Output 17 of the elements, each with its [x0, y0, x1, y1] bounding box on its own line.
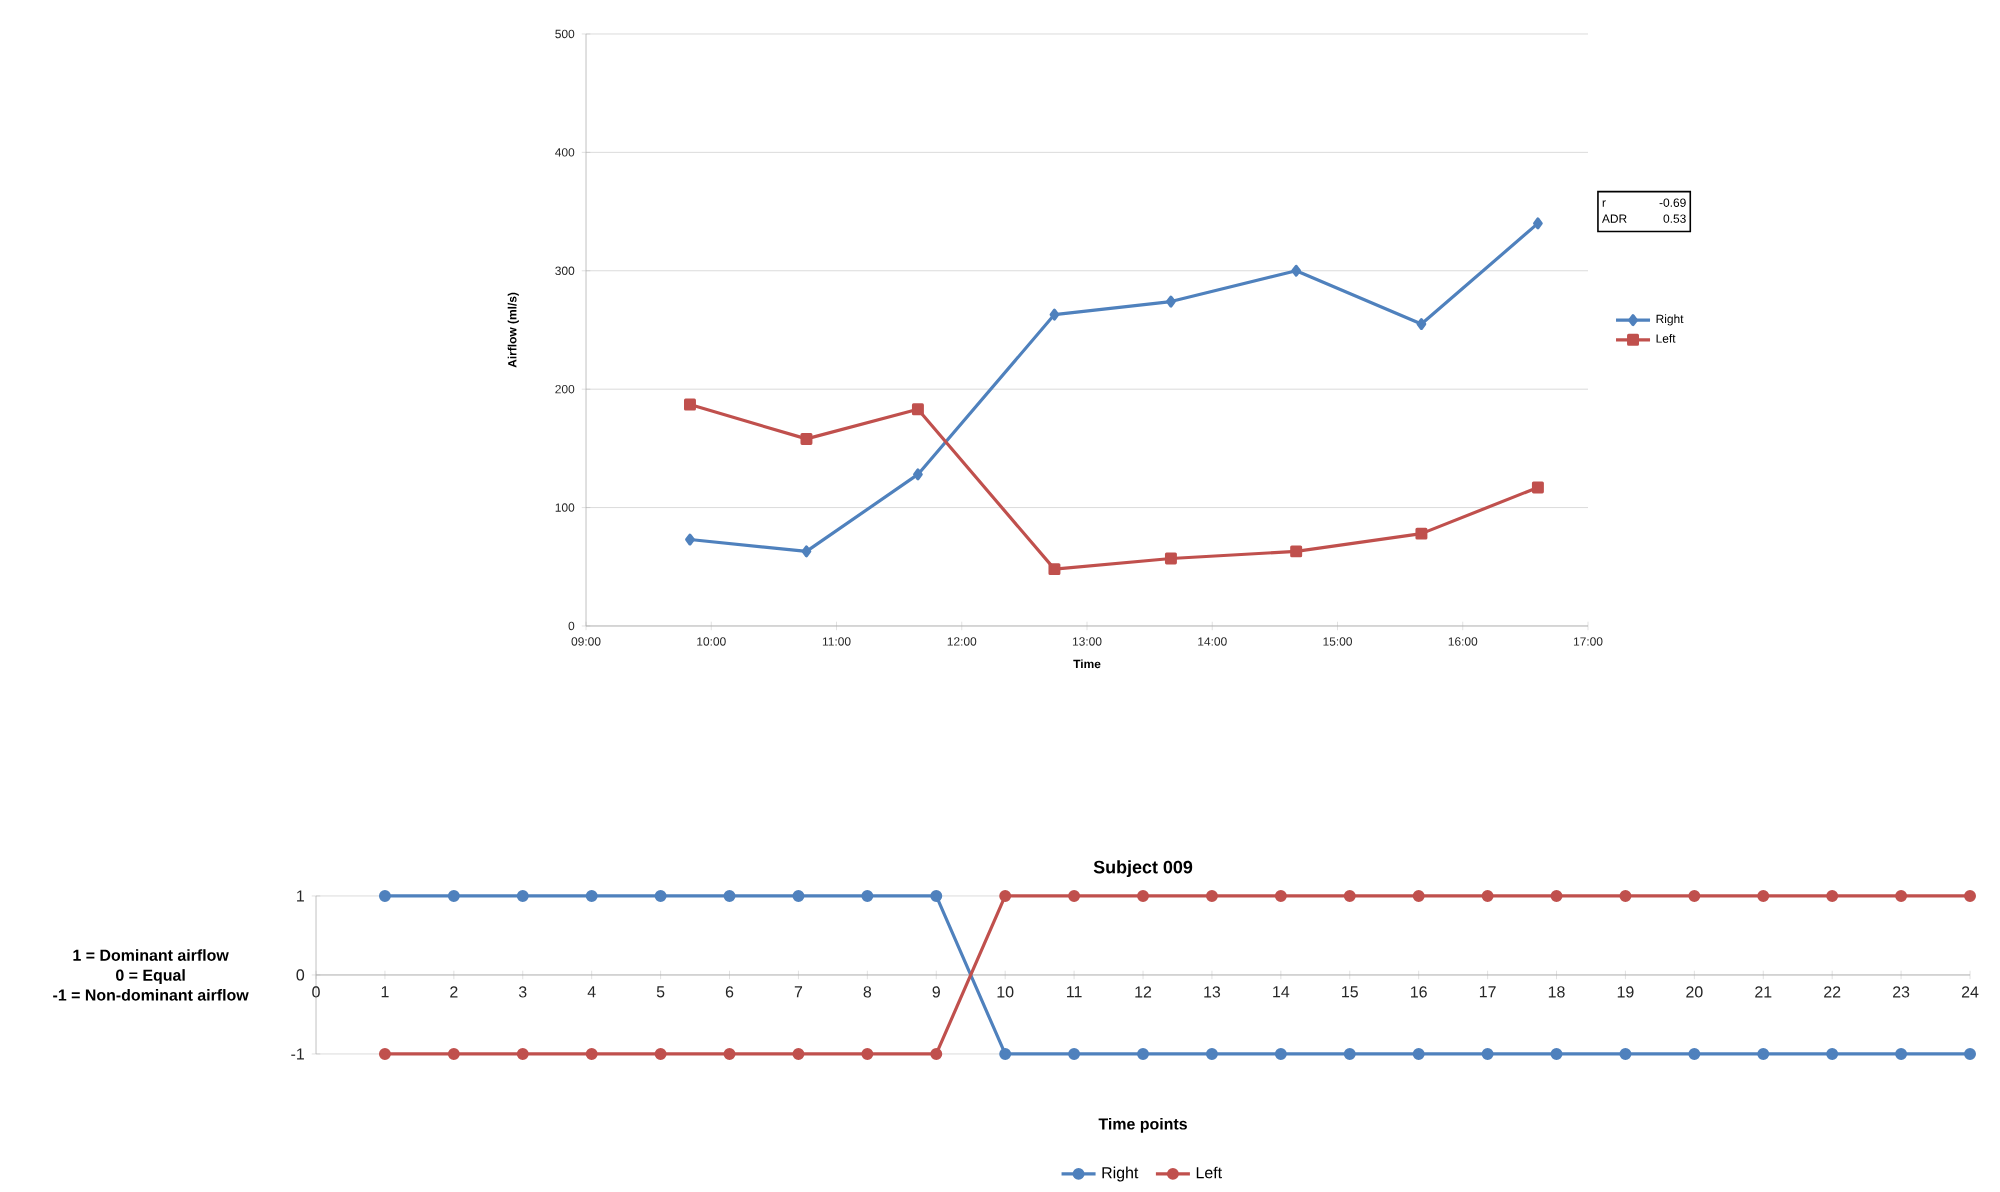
point [1416, 318, 1427, 331]
point [683, 398, 696, 411]
chart-title: Subject 009 [1093, 860, 1193, 877]
point [1531, 481, 1544, 494]
point [913, 468, 923, 481]
point [685, 533, 695, 546]
point [1291, 264, 1302, 277]
point [801, 545, 812, 558]
point [1533, 217, 1543, 230]
point [1164, 552, 1177, 565]
point [800, 432, 813, 445]
point [1290, 545, 1303, 558]
point [1166, 295, 1176, 308]
point [1048, 563, 1061, 576]
point [911, 403, 924, 416]
point [1415, 527, 1428, 540]
point [1049, 308, 1060, 321]
